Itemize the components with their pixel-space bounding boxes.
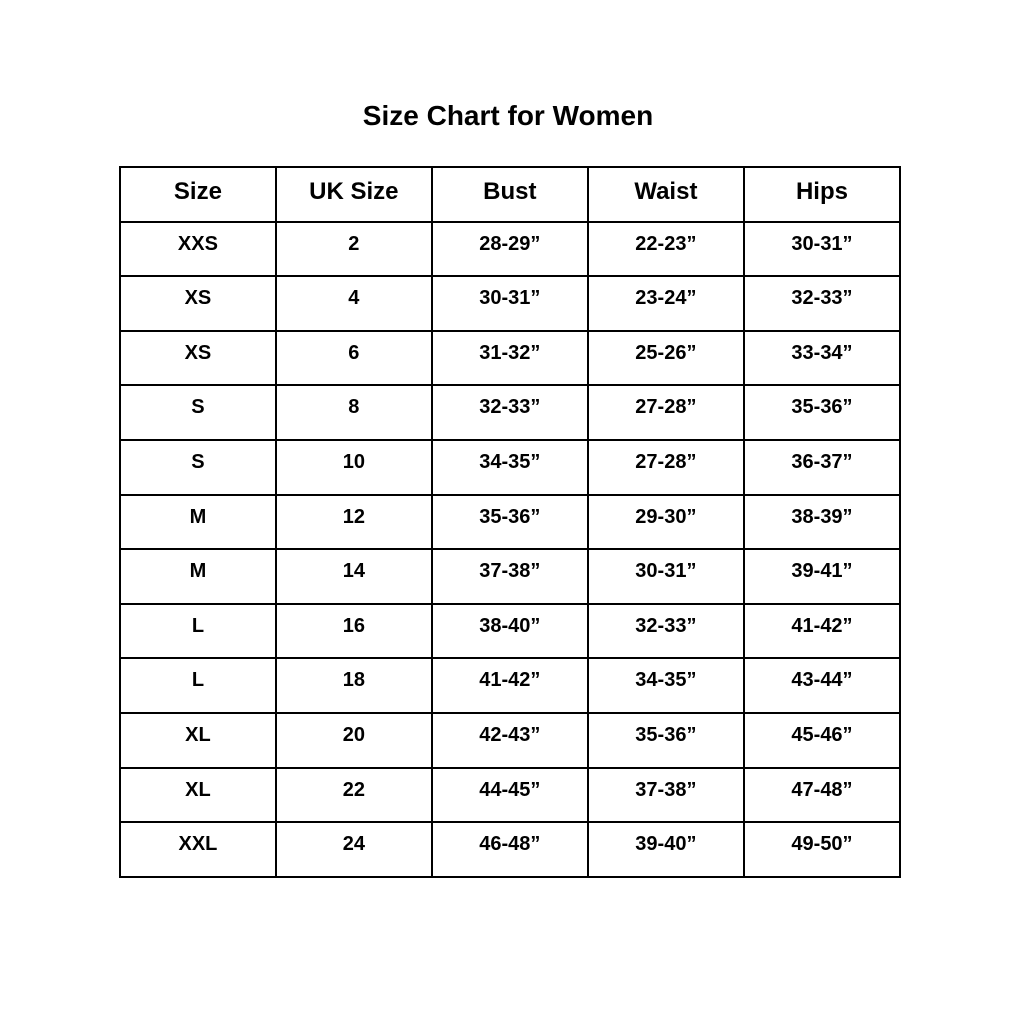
table-cell: 30-31” (430, 275, 589, 332)
table-cell: 22-23” (586, 220, 745, 278)
table-row: S 8 32-33” 27-28” 35-36” (119, 384, 902, 441)
table-cell: 35-36” (742, 384, 902, 441)
table-cell: XS (119, 275, 277, 332)
table-cell: 42-43” (430, 711, 589, 769)
table-cell: L (119, 602, 277, 660)
table-cell: 12 (274, 493, 433, 551)
table-cell: S (119, 384, 277, 441)
table-cell: 33-34” (742, 329, 902, 387)
table-cell: 44-45” (430, 766, 589, 824)
table-cell: XL (119, 711, 277, 769)
table-row: XXL 24 46-48” 39-40” 49-50” (119, 821, 902, 878)
table-cell: 32-33” (430, 384, 589, 441)
table-cell: 30-31” (586, 548, 745, 605)
table-cell: 34-35” (430, 438, 589, 496)
table-cell: 10 (274, 438, 433, 496)
table-cell: 45-46” (742, 711, 902, 769)
table-row: XXS 2 28-29” 22-23” 30-31” (119, 220, 902, 278)
table-body: XXS 2 28-29” 22-23” 30-31” XS 4 30-31” 23-24” 32-… (119, 220, 902, 878)
table-cell: 32-33” (742, 275, 902, 332)
table-cell: 8 (274, 384, 433, 441)
table-cell: 20 (274, 711, 433, 769)
table-cell: 37-38” (586, 766, 745, 824)
table-row: XL 22 44-45” 37-38” 47-48” (119, 766, 902, 824)
table-cell: 28-29” (430, 220, 589, 278)
table-cell: 37-38” (430, 548, 589, 605)
table-row: XS 6 31-32” 25-26” 33-34” (119, 329, 902, 387)
table-cell: XXL (119, 821, 277, 878)
table-row: S 10 34-35” 27-28” 36-37” (119, 438, 902, 496)
table-row: M 14 37-38” 30-31” 39-41” (119, 548, 902, 605)
column-header: Waist (586, 166, 745, 223)
table-cell: 23-24” (586, 275, 745, 332)
column-header: Hips (742, 166, 902, 223)
table-row: M 12 35-36” 29-30” 38-39” (119, 493, 902, 551)
column-header: Bust (430, 166, 589, 223)
table-cell: 24 (274, 821, 433, 878)
table-cell: 35-36” (430, 493, 589, 551)
table-cell: 29-30” (586, 493, 745, 551)
table-row: XL 20 42-43” 35-36” 45-46” (119, 711, 902, 769)
table-cell: 35-36” (586, 711, 745, 769)
table-cell: XS (119, 329, 277, 387)
table-cell: 41-42” (430, 657, 589, 714)
table-cell: 2 (274, 220, 433, 278)
table-cell: 14 (274, 548, 433, 605)
table-row: XS 4 30-31” 23-24” 32-33” (119, 275, 902, 332)
table-cell: 39-40” (586, 821, 745, 878)
column-header: Size (119, 166, 277, 223)
table-cell: M (119, 493, 277, 551)
table-cell: 49-50” (742, 821, 902, 878)
table-cell: 18 (274, 657, 433, 714)
table-cell: 16 (274, 602, 433, 660)
table-cell: 32-33” (586, 602, 745, 660)
page-title: Size Chart for Women (362, 100, 654, 131)
table-cell: 47-48” (742, 766, 902, 824)
table-cell: 27-28” (586, 438, 745, 496)
table-row: L 18 41-42” 34-35” 43-44” (119, 657, 902, 714)
table-cell: 36-37” (742, 438, 902, 496)
table-cell: 39-41” (742, 548, 902, 605)
table-cell: 38-40” (430, 602, 589, 660)
size-chart-table: Size UK Size Bust Waist Hips XXS 2 28-29” 22-23… (119, 166, 902, 878)
table-cell: 4 (274, 275, 433, 332)
table-cell: 38-39” (742, 493, 902, 551)
table-cell: 34-35” (586, 657, 745, 714)
table-cell: 43-44” (742, 657, 902, 714)
table-cell: 27-28” (586, 384, 745, 441)
table-cell: 41-42” (742, 602, 902, 660)
table-cell: 6 (274, 329, 433, 387)
table-cell: 25-26” (586, 329, 745, 387)
table-cell: 31-32” (430, 329, 589, 387)
table-cell: 22 (274, 766, 433, 824)
table-cell: XL (119, 766, 277, 824)
header-row: Size UK Size Bust Waist Hips (119, 166, 902, 223)
table-cell: 30-31” (742, 220, 902, 278)
table-cell: S (119, 438, 277, 496)
column-header: UK Size (274, 166, 433, 223)
table-cell: 46-48” (430, 821, 589, 878)
table-cell: M (119, 548, 277, 605)
table-row: L 16 38-40” 32-33” 41-42” (119, 602, 902, 660)
table-cell: L (119, 657, 277, 714)
table-cell: XXS (119, 220, 277, 278)
